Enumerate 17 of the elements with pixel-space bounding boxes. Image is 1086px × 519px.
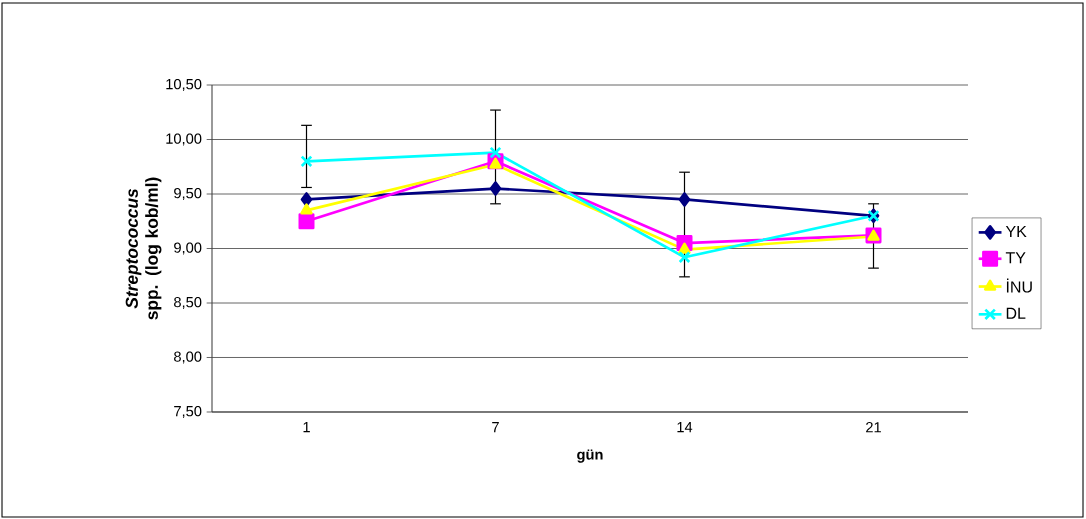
x-tick-label: 1	[303, 422, 310, 433]
x-tick-label: 14	[677, 422, 693, 433]
y-tick-label: 7,50	[174, 405, 202, 419]
legend-label: İNU	[1006, 278, 1032, 293]
y-tick-label: 10,00	[166, 133, 202, 146]
x-axis-title: gün	[577, 449, 603, 463]
y-tick-label: 9,00	[174, 242, 202, 255]
y-tick-label: 8,00	[174, 351, 202, 364]
legend-label: TY	[1005, 252, 1026, 264]
y-tick-label: 10,50	[166, 78, 202, 92]
x-tick-label: 7	[492, 422, 499, 433]
x-tick-label: 21	[866, 422, 881, 433]
legend-label: YK	[1005, 225, 1027, 237]
y-tick-label: 9,50	[174, 187, 202, 201]
y-tick-label: 8,50	[174, 296, 202, 310]
y-axis-title: Streptococcus spp. (log kob/ml)	[125, 177, 162, 320]
legend-label: DL	[1006, 307, 1026, 319]
